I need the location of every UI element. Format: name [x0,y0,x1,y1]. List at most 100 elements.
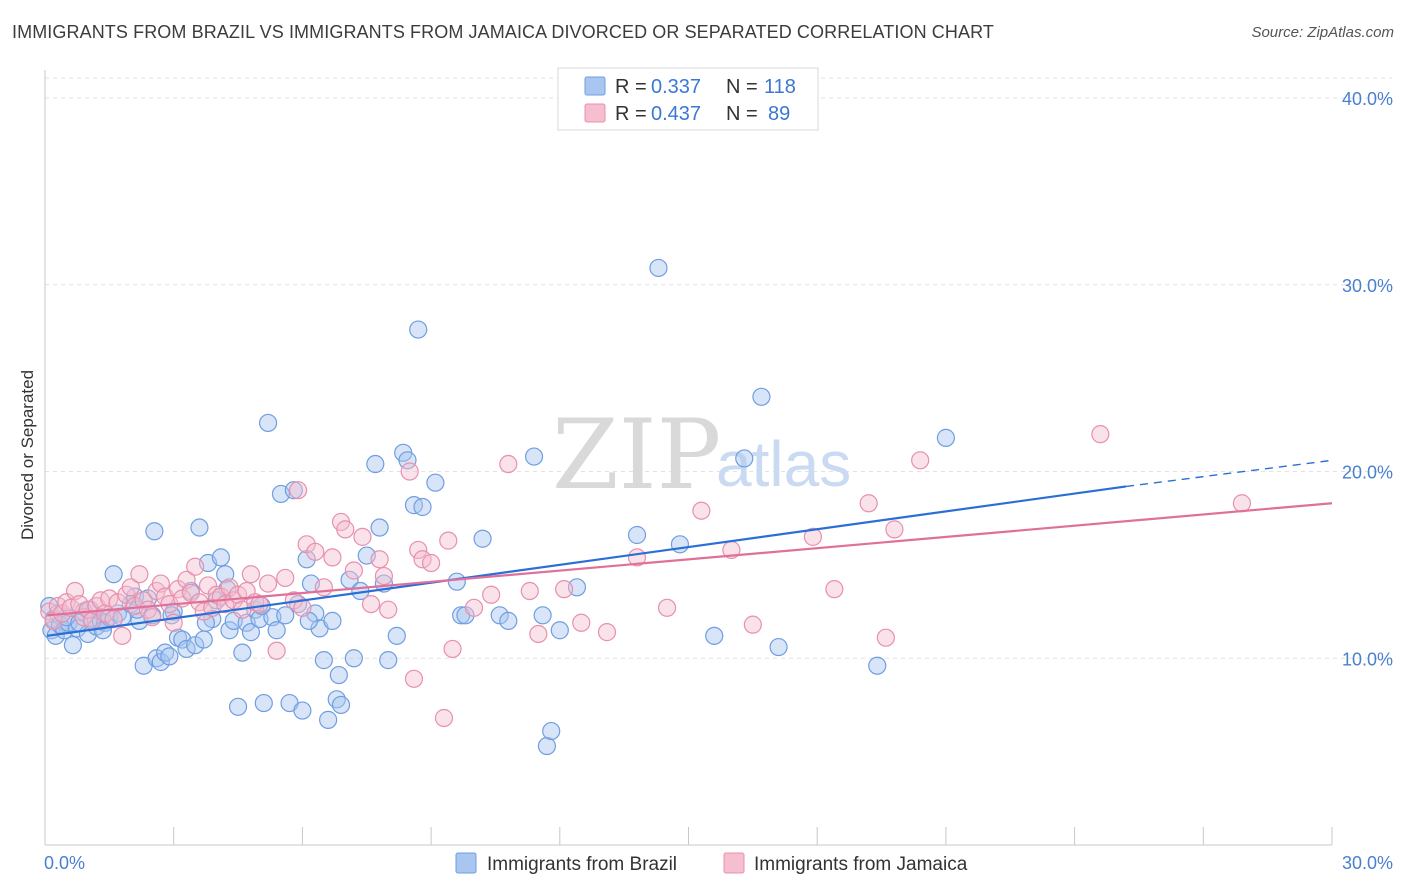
point-jamaica [1091,425,1110,444]
point-brazil [319,710,338,729]
point-brazil [398,451,417,470]
point-jamaica [529,624,548,644]
bottom-legend: Immigrants from Brazil Immigrants from J… [455,852,968,875]
point-brazil [447,572,466,591]
point-jamaica [409,540,428,560]
source-label: Source: ZipAtlas.com [1251,24,1394,41]
point-jamaica [130,565,149,584]
data-points [40,258,1252,756]
point-jamaica [803,527,823,546]
point-jamaica [314,578,333,597]
point-brazil [649,258,668,278]
legend-r-value-jamaica: 0.437 [651,103,701,125]
legend-r-value-brazil: 0.337 [651,76,701,98]
point-jamaica [306,542,325,561]
watermark-atlas: atlas [716,428,851,500]
point-brazil [145,522,164,541]
point-jamaica [422,553,441,573]
point-jamaica [743,615,762,634]
point-jamaica [258,574,278,593]
point-jamaica [464,598,484,617]
point-jamaica [186,557,205,576]
point-brazil [267,621,286,640]
y-tick-label: 30.0% [1342,276,1393,296]
point-brazil [331,695,351,715]
point-jamaica [241,565,261,584]
bottom-legend-label-jamaica: Immigrants from Jamaica [754,854,968,875]
point-brazil [769,637,788,657]
point-jamaica [597,623,617,642]
point-jamaica [859,494,878,513]
y-tick-label: 40.0% [1342,89,1393,109]
trend-line-jamaica [47,502,1333,617]
point-brazil [868,656,887,675]
point-jamaica [404,669,424,688]
point-brazil [542,721,561,741]
point-jamaica [353,527,372,546]
bottom-legend-label-brazil: Immigrants from Brazil [487,854,677,875]
point-brazil [329,665,348,685]
point-jamaica [911,451,930,470]
y-tick-label: 20.0% [1342,463,1393,483]
point-jamaica [379,600,398,619]
x-tick-label: 30.0% [1342,853,1393,873]
point-jamaica [499,454,518,474]
point-brazil [533,606,552,625]
point-jamaica [885,520,904,539]
point-brazil [276,606,295,625]
trend-line-brazil-extension [1125,459,1333,488]
point-brazil [284,481,303,500]
point-brazil [473,529,492,548]
point-brazil [537,736,557,756]
point-brazil [379,651,398,670]
point-brazil [936,428,956,447]
point-brazil [499,611,518,631]
point-brazil [220,621,239,640]
legend-n-value-brazil: 118 [764,76,796,98]
point-brazil [194,630,213,649]
point-jamaica [443,639,462,659]
y-tick-labels: 10.0% 20.0% 30.0% 40.0% [1342,89,1393,669]
legend-swatch-brazil [584,76,606,96]
point-jamaica [250,594,269,614]
point-brazil [228,697,248,716]
point-jamaica [134,591,153,610]
point-brazil [370,518,389,537]
trend-lines [46,459,1333,637]
point-jamaica [434,708,454,728]
point-jamaica [361,594,381,614]
point-brazil [211,548,230,567]
point-brazil [524,447,544,466]
x-tick-labels: 0.0% 30.0% [44,853,1393,873]
point-brazil [550,621,569,640]
point-jamaica [267,641,286,660]
point-brazil [323,611,342,631]
point-jamaica [370,550,389,569]
point-brazil [258,413,278,433]
point-jamaica [113,626,132,645]
legend-n-label-jamaica: N = [726,103,758,125]
point-jamaica [344,561,363,580]
point-jamaica [876,628,895,647]
point-jamaica [323,548,342,567]
point-brazil [366,454,385,474]
point-jamaica [400,462,419,481]
point-brazil [344,649,363,668]
y-tick-label: 10.0% [1342,649,1393,669]
watermark-zip: ZIP [552,399,721,511]
point-jamaica [289,481,308,500]
point-jamaica [825,580,844,599]
point-jamaica [572,613,591,632]
point-jamaica [121,578,140,597]
point-brazil [409,320,428,339]
point-brazil [293,701,312,720]
point-brazil [413,497,432,517]
legend-n-label-brazil: N = [726,76,758,98]
top-legend: R = 0.337 N = 118 R = 0.437 N = 89 [557,67,819,131]
point-jamaica [554,580,574,599]
point-jamaica [657,598,677,617]
point-jamaica [374,566,394,586]
legend-r-label-brazil: R = [615,76,647,98]
point-jamaica [520,581,539,601]
